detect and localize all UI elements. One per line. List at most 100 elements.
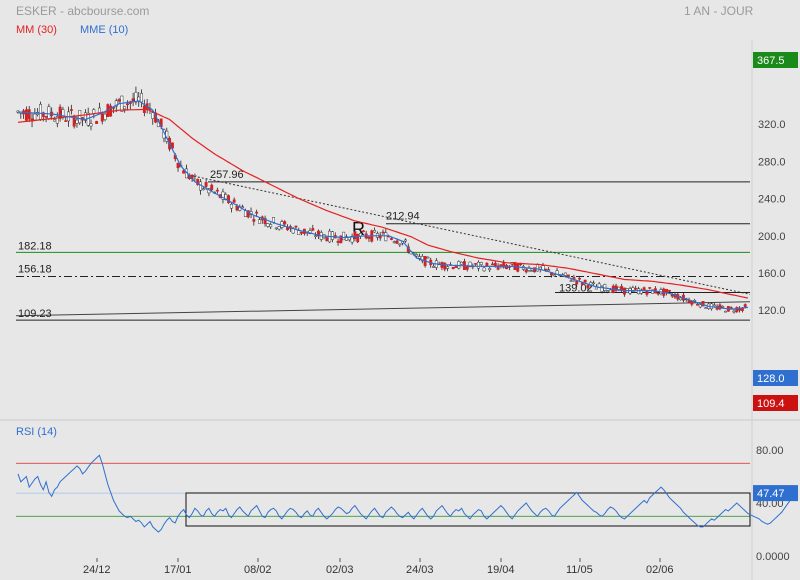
candle-up <box>552 274 556 277</box>
period-label: 1 AN - JOUR <box>684 4 754 18</box>
candle-up <box>55 116 59 124</box>
candle-down <box>95 121 99 124</box>
candle-up <box>631 287 635 293</box>
x-tick-label: 08/02 <box>244 564 272 576</box>
candle-up <box>477 261 480 269</box>
price-y-tick: 160.0 <box>758 268 786 280</box>
price-tag-low-bg <box>753 395 798 411</box>
level-label-139: 139.02 <box>559 282 593 294</box>
x-tick-label: 17/01 <box>164 564 192 576</box>
level-label-257: 257.96 <box>210 169 244 181</box>
candle-up <box>331 231 334 240</box>
price-tag-high: 367.5 <box>757 55 785 67</box>
price-tag-low: 109.4 <box>757 398 785 410</box>
candle-up <box>75 119 79 124</box>
rsi-y-tick: 80.00 <box>756 445 784 457</box>
candle-up <box>564 272 567 276</box>
candle-up <box>274 227 278 230</box>
candle-down <box>735 307 739 313</box>
candle-down <box>743 304 747 308</box>
candle-up <box>123 106 127 110</box>
candle-down <box>176 162 180 169</box>
candle-down <box>353 231 357 240</box>
rsi-tag-bg <box>753 485 798 502</box>
candle-down <box>215 189 219 192</box>
candle-up <box>350 235 354 243</box>
candle-down <box>474 263 478 265</box>
candle-up <box>482 267 486 272</box>
candle-up <box>297 230 301 235</box>
candle-up <box>384 232 388 242</box>
rsi-line <box>17 454 797 533</box>
candle-down <box>395 240 399 244</box>
level-label-212: 212.94 <box>386 211 420 223</box>
candle-down <box>516 264 520 272</box>
candle-down <box>182 170 186 174</box>
candle-up <box>266 223 270 227</box>
price-y-tick: 120.0 <box>758 305 786 317</box>
rsi-range-box <box>185 492 751 527</box>
candle-up <box>114 100 118 107</box>
candle-down <box>645 291 649 295</box>
candle-down <box>578 277 581 280</box>
candle-down <box>648 287 652 289</box>
candle-up <box>415 254 419 257</box>
candle-up <box>547 269 551 271</box>
candle-up <box>606 290 610 293</box>
candle-up <box>269 224 273 228</box>
candle-up <box>418 256 421 259</box>
candle-up <box>201 188 205 191</box>
mme10-line <box>17 100 749 310</box>
candle-down <box>451 266 455 270</box>
candle-up <box>404 239 407 242</box>
candle-down <box>378 234 382 239</box>
candle-up <box>193 175 197 177</box>
candle-up <box>479 262 483 265</box>
rsi-y-tick: 0.0000 <box>756 551 790 563</box>
candle-up <box>272 217 275 223</box>
candle-down <box>325 237 329 242</box>
x-tick-label: 19/04 <box>487 564 515 576</box>
candle-down <box>491 263 494 266</box>
candle-down <box>361 230 365 233</box>
candle-down <box>69 109 73 111</box>
candle-down <box>367 236 371 239</box>
price-y-tick: 200.0 <box>758 231 786 243</box>
candle-up <box>78 110 82 124</box>
candle-up <box>373 230 377 233</box>
price-tag-last-bg <box>753 370 798 386</box>
candle-up <box>460 261 464 265</box>
candle-down <box>255 211 259 214</box>
candle-up <box>314 235 318 237</box>
x-tick-label: 24/12 <box>83 564 111 576</box>
candle-up <box>92 109 96 114</box>
candle-up <box>446 266 450 269</box>
candle-up <box>432 266 435 268</box>
candle-down <box>64 120 68 122</box>
candle-up <box>712 304 716 307</box>
candle-down <box>356 233 360 243</box>
candle-down <box>100 112 104 122</box>
candle-down <box>283 221 287 225</box>
candle-up <box>530 270 534 272</box>
candle-up <box>488 268 492 271</box>
candle-up <box>229 203 233 209</box>
candle-down <box>454 266 458 268</box>
candle-up <box>651 289 654 294</box>
candle-down <box>227 195 231 204</box>
price-tag-high-bg <box>753 52 798 68</box>
x-tick-label: 11/05 <box>566 564 593 576</box>
mm30-line <box>17 108 749 299</box>
candle-down <box>196 178 200 185</box>
candle-up <box>426 256 430 259</box>
candle-up <box>679 297 683 301</box>
x-tick-label: 02/03 <box>326 564 354 576</box>
candle-down <box>634 287 638 290</box>
candle-up <box>721 306 725 308</box>
candle-up <box>698 304 702 308</box>
candle-down <box>336 240 340 243</box>
candle-up <box>140 93 143 103</box>
candle-up <box>151 112 155 119</box>
candle-up <box>457 261 461 269</box>
